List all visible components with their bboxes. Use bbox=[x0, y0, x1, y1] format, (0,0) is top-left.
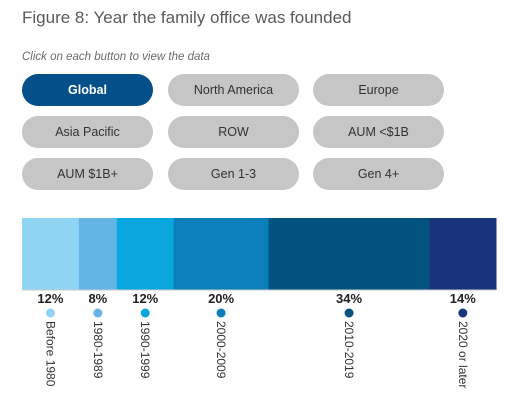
bar-segment-1990-1999 bbox=[116, 218, 175, 290]
bar-segment-1980-1989 bbox=[78, 218, 118, 290]
instruction-text: Click on each button to view the data bbox=[22, 51, 210, 63]
bar-segment-2020-or-later bbox=[429, 218, 497, 290]
value-label-1980-1989: 8% bbox=[88, 291, 107, 306]
marker-2020-or-later bbox=[458, 308, 468, 318]
category-label-before-1980: Before 1980 bbox=[43, 321, 57, 387]
category-label-1980-1989: 1980-1989 bbox=[91, 321, 105, 379]
aum-under-1b-button[interactable]: AUM <$1B bbox=[313, 116, 444, 148]
gen-4-plus-button[interactable]: Gen 4+ bbox=[313, 158, 444, 190]
category-markers bbox=[45, 308, 468, 318]
aum-1b-plus-button[interactable]: AUM $1B+ bbox=[22, 158, 153, 190]
value-label-2010-2019: 34% bbox=[336, 291, 362, 306]
value-label-2020-or-later: 14% bbox=[450, 291, 476, 306]
value-label-2000-2009: 20% bbox=[208, 291, 234, 306]
category-label-1990-1999: 1990-1999 bbox=[138, 321, 152, 379]
bar-segment-2010-2019 bbox=[268, 218, 431, 290]
bar-segment-before-1980 bbox=[22, 218, 80, 290]
category-label-2020-or-later: 2020 or later bbox=[456, 321, 470, 388]
marker-before-1980 bbox=[45, 308, 55, 318]
marker-2000-2009 bbox=[216, 308, 226, 318]
category-labels: Before 1980 1980-1989 1990-1999 2000-2009 20… bbox=[43, 321, 469, 388]
value-labels: 12% 8% 12% 20% 34% 14% bbox=[37, 291, 476, 306]
europe-button[interactable]: Europe bbox=[313, 74, 444, 106]
value-label-1990-1999: 12% bbox=[132, 291, 158, 306]
row-button[interactable]: ROW bbox=[168, 116, 299, 148]
asia-pacific-button[interactable]: Asia Pacific bbox=[22, 116, 153, 148]
marker-2010-2019 bbox=[344, 308, 354, 318]
bar-segments bbox=[22, 218, 497, 290]
category-label-2010-2019: 2010-2019 bbox=[342, 321, 356, 379]
category-label-2000-2009: 2000-2009 bbox=[214, 321, 228, 379]
marker-1990-1999 bbox=[140, 308, 150, 318]
north-america-button[interactable]: North America bbox=[168, 74, 299, 106]
marker-1980-1989 bbox=[93, 308, 103, 318]
chart-title: Figure 8: Year the family office was fou… bbox=[22, 8, 352, 27]
gen-1-3-button[interactable]: Gen 1-3 bbox=[168, 158, 299, 190]
bar-segment-2000-2009 bbox=[173, 218, 269, 290]
global-button[interactable]: Global bbox=[22, 74, 153, 106]
value-label-before-1980: 12% bbox=[37, 291, 63, 306]
